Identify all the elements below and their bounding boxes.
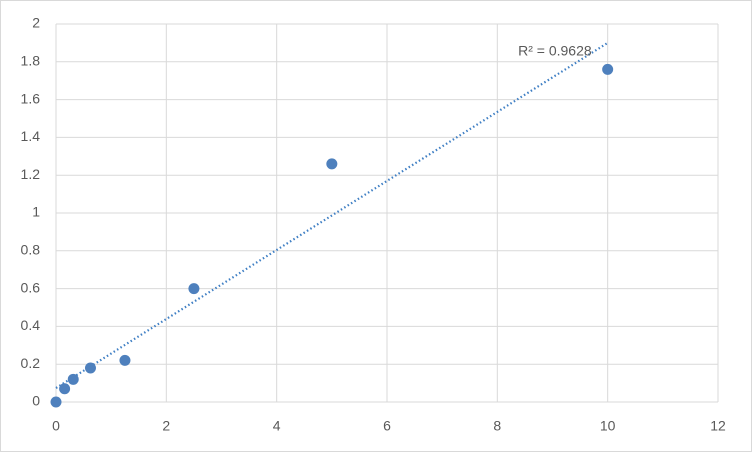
- y-tick-label: 1: [32, 204, 40, 220]
- x-tick-label: 6: [383, 418, 391, 434]
- point: [67, 373, 79, 385]
- point: [84, 362, 96, 374]
- y-tick-label: 0.6: [21, 279, 41, 295]
- x-tick-label: 4: [273, 418, 281, 434]
- y-tick-label: 0: [32, 393, 40, 409]
- point: [50, 396, 62, 408]
- y-tick-label: 0.2: [21, 355, 41, 371]
- x-tick-label: 12: [710, 418, 726, 434]
- y-tick-label: 2: [32, 15, 40, 31]
- x-tick-label: 10: [600, 418, 616, 434]
- point: [119, 354, 131, 366]
- y-tick-label: 1.4: [21, 128, 41, 144]
- y-tick-label: 0.8: [21, 242, 41, 258]
- point: [59, 383, 71, 395]
- point: [188, 283, 200, 295]
- point: [326, 158, 338, 170]
- y-tick-label: 1.8: [21, 53, 41, 69]
- y-tick-label: 1.2: [21, 166, 41, 182]
- x-tick-label: 8: [493, 418, 501, 434]
- trendline-label: R² = 0.9628: [518, 43, 592, 59]
- x-tick-label: 2: [162, 418, 170, 434]
- y-tick-label: 0.4: [21, 317, 41, 333]
- y-tick-label: 1.6: [21, 90, 41, 106]
- point: [602, 63, 614, 75]
- x-tick-label: 0: [52, 418, 60, 434]
- trendline: [55, 41, 609, 389]
